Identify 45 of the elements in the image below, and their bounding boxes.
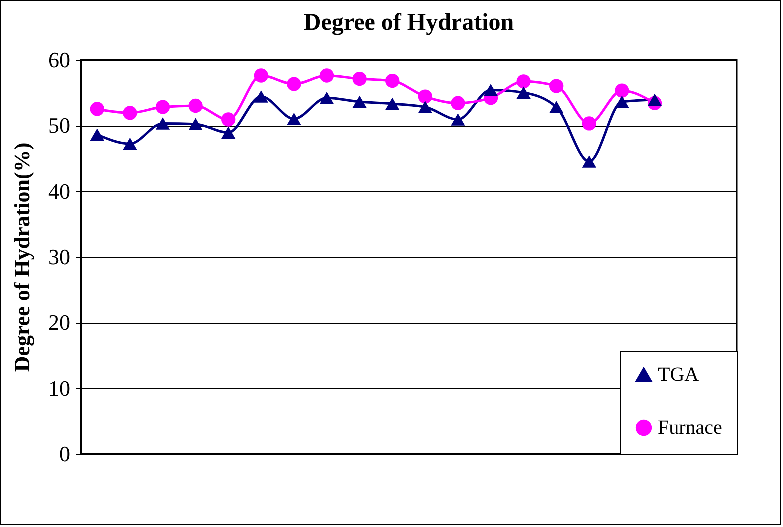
point: [287, 77, 302, 92]
point: [254, 90, 268, 103]
point: [320, 68, 334, 83]
y-tick-label: 40: [48, 178, 70, 204]
y-tick-label: 0: [60, 442, 70, 466]
point: [123, 138, 138, 150]
point: [222, 112, 236, 127]
y-tick-label: 20: [48, 310, 70, 336]
legend-label: TGA: [658, 364, 700, 386]
y-tick-label: 50: [48, 113, 70, 138]
point: [386, 98, 400, 110]
point: [188, 118, 203, 130]
point: [582, 116, 596, 131]
point: [287, 112, 302, 126]
point: [516, 74, 531, 89]
point: [90, 128, 104, 141]
y-axis-title: Degree of Hydration(%): [10, 142, 34, 372]
point: [615, 84, 630, 98]
point: [516, 86, 531, 99]
point: [418, 90, 432, 104]
y-tick-label: 60: [48, 48, 70, 72]
point: [222, 126, 236, 140]
legend-label: Furnace: [658, 417, 723, 439]
point: [550, 79, 564, 94]
y-tick-label: 30: [48, 244, 70, 270]
point: [386, 74, 400, 88]
chart-title: Degree of Hydration: [304, 10, 514, 36]
point: [550, 101, 564, 114]
point: [418, 101, 432, 114]
point: [648, 94, 662, 106]
point: [615, 96, 630, 108]
point: [451, 114, 466, 126]
point: [90, 102, 104, 116]
point: [320, 92, 334, 104]
point: [123, 106, 138, 120]
point: [352, 72, 367, 86]
point: [156, 118, 170, 130]
point: [451, 96, 466, 110]
y-tick-label: 10: [48, 376, 70, 401]
point: [188, 98, 203, 114]
point: [484, 84, 498, 96]
point: [582, 156, 596, 168]
point: [352, 96, 367, 108]
point: [254, 68, 268, 83]
point: [156, 100, 170, 114]
